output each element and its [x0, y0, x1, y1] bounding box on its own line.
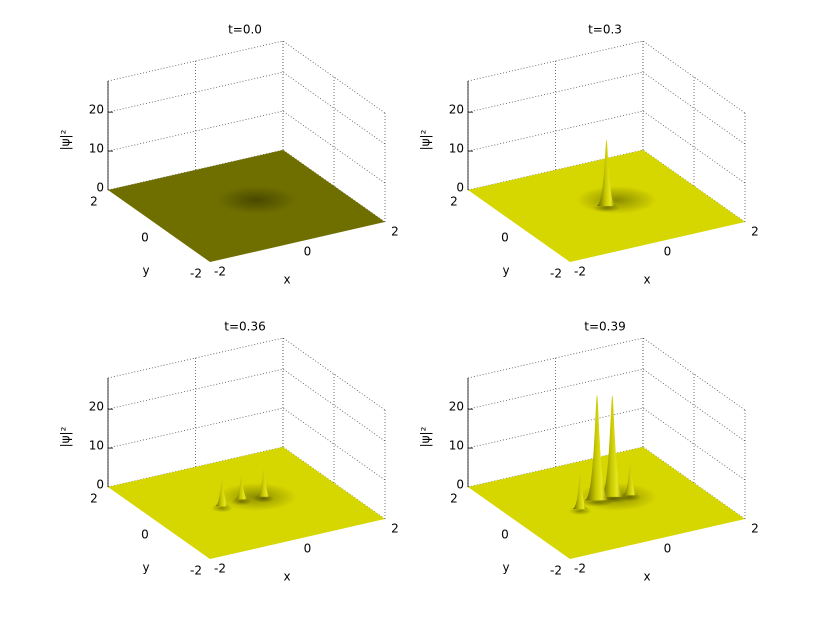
z-tick-label: 20 [449, 103, 464, 117]
y-tick-label: 2 [90, 492, 98, 506]
x-tick-label: 0 [664, 542, 672, 556]
peak [572, 473, 589, 509]
x-tick-label: 2 [391, 522, 399, 536]
y-tick-label: -2 [190, 564, 202, 578]
y-tick-label: -2 [190, 267, 202, 281]
x-tick-label: -2 [574, 562, 586, 576]
y-tick-label: 0 [141, 528, 149, 542]
y-axis-label: y [142, 264, 149, 278]
peak [596, 139, 617, 206]
x-tick-label: -2 [214, 265, 226, 279]
z-tick-label: 10 [89, 142, 104, 156]
z-tick-label: 10 [449, 439, 464, 453]
z-tick-label: 0 [96, 478, 104, 492]
chart-title: t=0.3 [588, 23, 622, 37]
box-edge [107, 337, 386, 411]
box-edge [467, 40, 746, 114]
z-axis-label: |ψ|² [59, 426, 73, 447]
x-axis-label: x [283, 273, 290, 287]
box-edge [467, 337, 746, 411]
peak [233, 476, 249, 500]
chart-title: t=0.36 [224, 320, 265, 334]
y-tick-label: 0 [501, 528, 509, 542]
y-tick-label: 2 [450, 492, 458, 506]
x-axis-label: x [283, 570, 290, 584]
x-tick-label: 0 [304, 245, 312, 259]
z-tick-label: 10 [449, 142, 464, 156]
y-tick-label: 2 [450, 195, 458, 209]
z-tick-label: 20 [449, 400, 464, 414]
y-tick-label: -2 [550, 267, 562, 281]
x-axis-label: x [643, 273, 650, 287]
x-axis-label: x [643, 570, 650, 584]
y-axis-label: y [502, 264, 509, 278]
grid-line [107, 368, 386, 442]
x-tick-label: -2 [214, 562, 226, 576]
z-tick-label: 10 [89, 439, 104, 453]
peak [256, 469, 272, 497]
y-tick-label: 0 [501, 231, 509, 245]
peak [600, 395, 625, 497]
x-tick-label: 2 [751, 225, 759, 239]
peak [214, 478, 230, 507]
y-tick-label: -2 [550, 564, 562, 578]
peak [584, 395, 610, 501]
x-tick-label: 2 [391, 225, 399, 239]
y-axis-label: y [502, 561, 509, 575]
chart-title: t=0.0 [228, 23, 262, 37]
grid-line [467, 71, 746, 145]
z-tick-label: 20 [89, 103, 104, 117]
y-tick-label: 2 [90, 195, 98, 209]
box-edge [107, 40, 386, 114]
x-tick-label: 0 [304, 542, 312, 556]
z-tick-label: 0 [96, 181, 104, 195]
surface-dip [216, 186, 297, 214]
x-tick-label: -2 [574, 265, 586, 279]
grid-line [467, 368, 746, 442]
z-axis-label: |ψ|² [419, 129, 433, 150]
y-tick-label: 0 [141, 231, 149, 245]
z-tick-label: 0 [456, 478, 464, 492]
z-tick-label: 20 [89, 400, 104, 414]
z-axis-label: |ψ|² [419, 426, 433, 447]
z-tick-label: 0 [456, 181, 464, 195]
z-axis-label: |ψ|² [59, 129, 73, 150]
x-tick-label: 2 [751, 522, 759, 536]
peak [622, 464, 639, 496]
grid-line [107, 71, 386, 145]
y-axis-label: y [142, 561, 149, 575]
chart-title: t=0.39 [584, 320, 625, 334]
x-tick-label: 0 [664, 245, 672, 259]
